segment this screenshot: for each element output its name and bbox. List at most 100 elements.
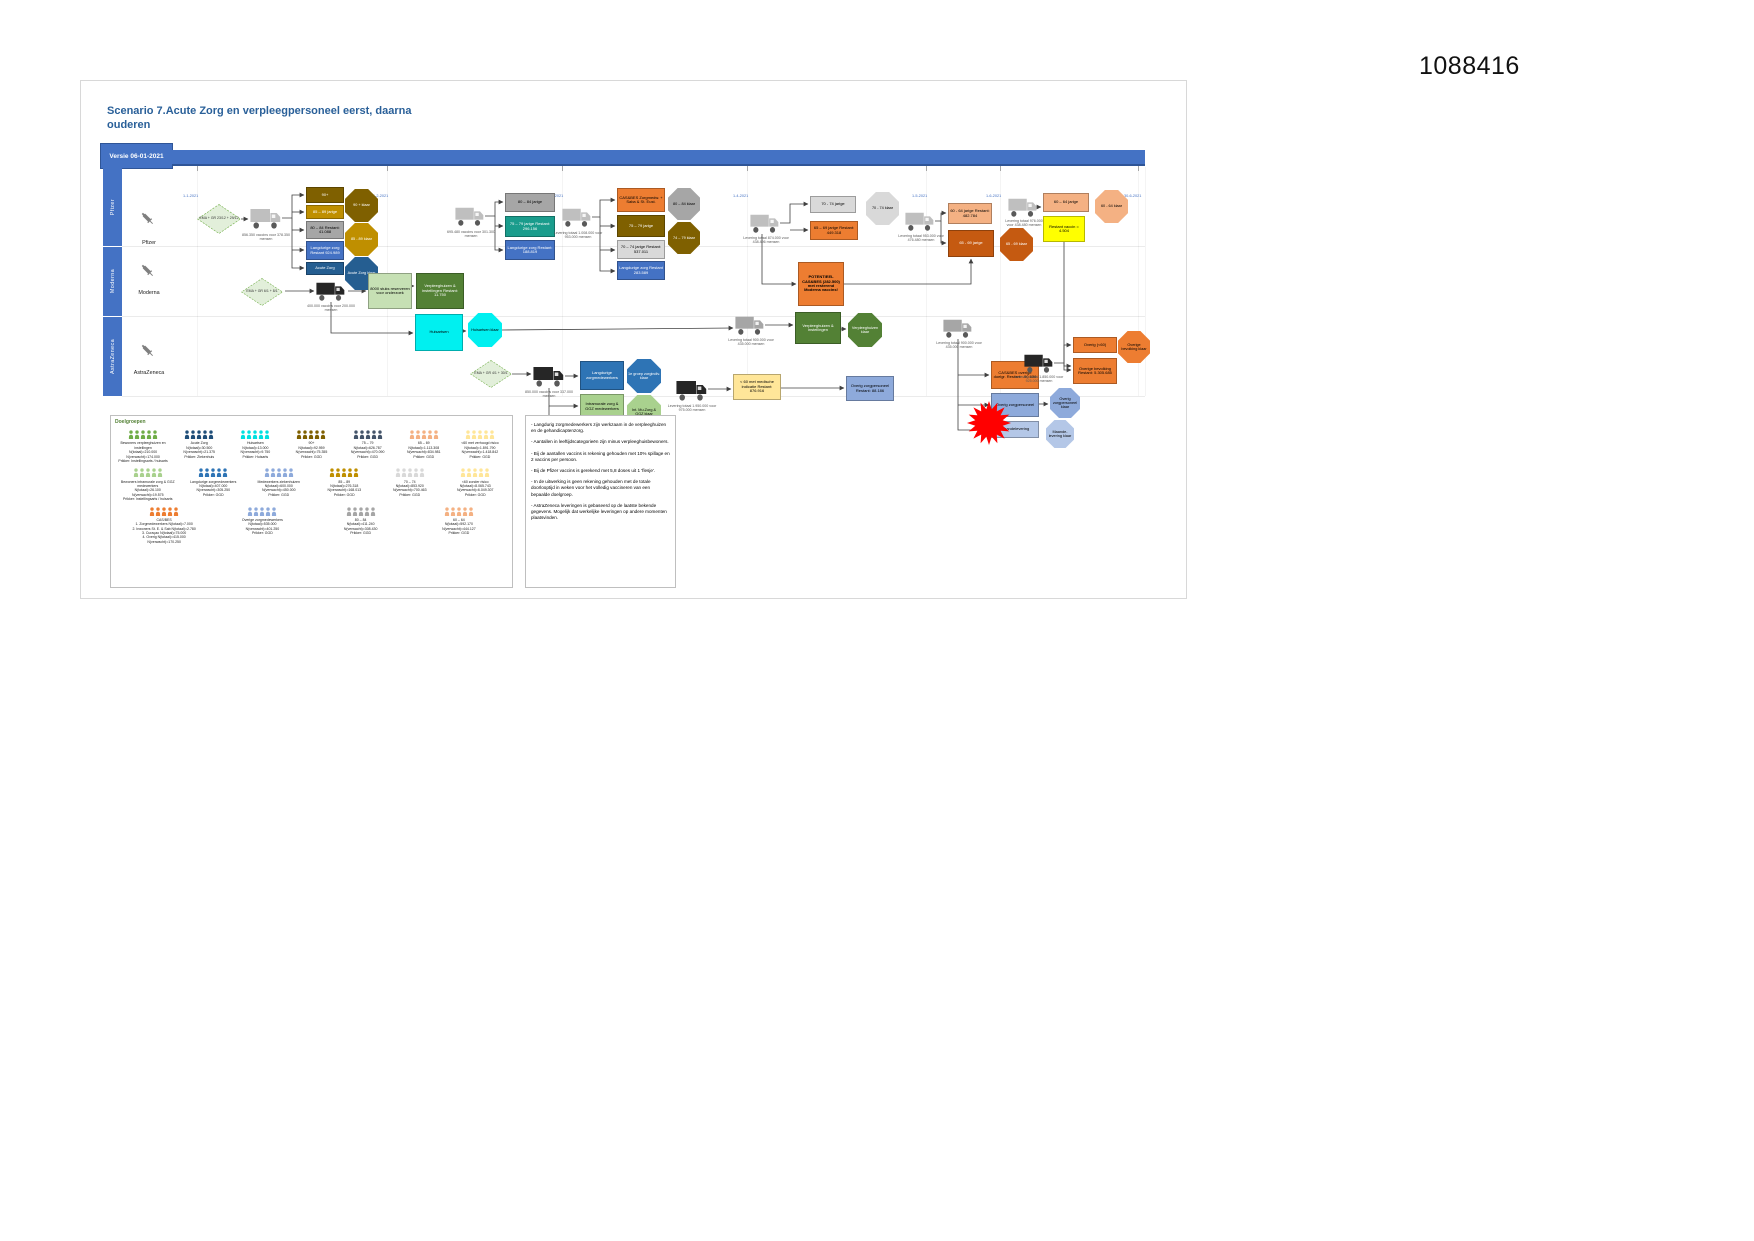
people-icon-wrap bbox=[117, 430, 169, 441]
truck-icon bbox=[905, 212, 934, 231]
legend-entry-text: 90+ N(totaal)=92.959 N(verwacht)=75.355 Pri… bbox=[295, 441, 328, 459]
pfizer-box-langdurige-zorg-2: Langdurige zorg Restant: 188.819 bbox=[505, 240, 555, 260]
pfizer-oct-60-64-klaar: 60 - 64 klaar bbox=[1095, 190, 1128, 223]
people-icon-wrap bbox=[445, 468, 507, 479]
pfizer-oct-85-89-klaar: 85 - 89 klaar bbox=[345, 223, 378, 256]
legend-entry: Overige zorgmedewerkers N(totaal)=535.000… bbox=[213, 506, 311, 536]
pfizer-box-90plus: 90+ bbox=[306, 187, 344, 203]
legend-entry: 90+ N(totaal)=92.959 N(verwacht)=75.355 Pri… bbox=[283, 430, 339, 459]
lane-label: Pfizer bbox=[109, 198, 116, 216]
syringe-icon-wrap bbox=[139, 210, 157, 228]
timeline-tick bbox=[387, 166, 388, 171]
legend-entry-text: Overige zorgmedewerkers N(totaal)=535.000… bbox=[241, 517, 283, 535]
lane-divider bbox=[122, 316, 1145, 317]
legend-doelgroepen: Doelgroepen Bewoners verpleeghuizen en i… bbox=[110, 415, 513, 588]
lane-label: Moderna bbox=[109, 269, 116, 294]
moderna-truck-2 bbox=[735, 314, 765, 336]
moderna-box-verpleeghuizen-2: Verpleeghuizen & instellingen bbox=[795, 312, 841, 344]
people-icon-wrap bbox=[314, 506, 408, 518]
syringe-icon bbox=[141, 264, 153, 276]
legend-entry-text: CAS/BES 1. Zorgmedewerkers N(totaal)=7.00… bbox=[132, 517, 196, 544]
pfizer-box-65-69-jarige: 65 - 69 jarige bbox=[948, 230, 994, 257]
people-icon bbox=[330, 468, 359, 478]
legend-entry: 70 – 74 N(totaal)=853.920 N(verwacht)=700.… bbox=[377, 468, 443, 497]
people-icon-wrap bbox=[412, 506, 506, 518]
pfizer-ema-gr-diamond-text: EMA + GR 23/12 + 29/12 bbox=[199, 216, 239, 221]
moderna-box-8000-stuks: 8000 stuks reserveren voor onderzoek bbox=[368, 273, 412, 309]
moderna-truck-3-label: Levering totaal 900.000 voor 435.000 men… bbox=[936, 341, 982, 350]
legend-entry: <60 zonder risico N(totaal)=8.065.743 N(ve… bbox=[443, 468, 509, 497]
az-truck-3 bbox=[1024, 352, 1054, 374]
legend-entry-text: 60 – 64 N(totaal)=592.170 N(verwacht)=444.… bbox=[442, 517, 476, 535]
truck-icon bbox=[455, 207, 484, 226]
pfizer-oct-80-84-klaar: 80 – 84 klaar bbox=[668, 188, 700, 220]
moderna-box-huisartsen: Huisartsen bbox=[415, 314, 463, 351]
people-icon-wrap bbox=[398, 430, 450, 441]
page-title: Scenario 7.Acute Zorg en verpleegpersone… bbox=[107, 105, 412, 131]
legend-entry-text: Huisartsen N(totaal)=13.000 N(verwacht)=9.… bbox=[240, 441, 271, 459]
truck-icon bbox=[676, 381, 707, 401]
az-oct-maandelevering-klaar: Maande­levering klaar bbox=[1046, 420, 1074, 448]
timeline-date: 1-6-2021 bbox=[986, 194, 1002, 198]
date-gridline bbox=[562, 167, 563, 396]
note-item: - Aantallen in leeftijdscategorieën zijn… bbox=[531, 439, 669, 445]
lane-bar-astrazeneca: AstraZeneca bbox=[103, 317, 122, 396]
people-icon bbox=[461, 468, 490, 478]
notes-box: - Langdurig zorgmedewerkers zijn werkzaa… bbox=[525, 415, 676, 588]
moderna-box-verpleeghuizen-restant: Verpleeghuizen & instellingen Restant: 1… bbox=[416, 273, 464, 309]
az-oct-1e-groep-klaar: 1e groep zorgindiv. klaar bbox=[627, 359, 661, 393]
az-box-overig-lt60: Overig (<60) bbox=[1073, 337, 1117, 353]
legend-row-1: Bewoners verpleeghuizen en instellingen N… bbox=[115, 430, 508, 463]
people-icon bbox=[465, 430, 495, 439]
people-icon bbox=[133, 468, 162, 478]
pfizer-oct-65-69-klaar: 65 - 69 klaar bbox=[1000, 228, 1033, 261]
people-icon bbox=[444, 506, 473, 516]
legend-entry-text: Acute Zorg N(totaal)=30.500 N(verwacht)=21… bbox=[183, 441, 216, 459]
pfizer-oct-74-79-klaar: 74 – 79 klaar bbox=[668, 222, 700, 254]
people-icon bbox=[248, 506, 277, 516]
truck-icon bbox=[250, 209, 281, 229]
legend-entry-text: Langdurige zorgmedewerkers N(totaal)=407.… bbox=[190, 479, 237, 497]
pfizer-box-acute-zorg: Acute Zorg bbox=[306, 262, 344, 275]
pfizer-truck-6-label: Levering totaal 976.000 voor 438.480 men… bbox=[1005, 219, 1043, 228]
document-number: 1088416 bbox=[1419, 52, 1520, 80]
legend-entry: Bewoners verpleeghuizen en instellingen N… bbox=[115, 430, 171, 463]
pfizer-truck-3-label: Levering totaal 1.008.000 voor 953.000 m… bbox=[553, 231, 603, 240]
legend-row-3: CAS/BES 1. Zorgmedewerkers N(totaal)=7.00… bbox=[115, 506, 508, 545]
legend-entry: 85 – 89 N(totaal)=276.318 N(verwacht)=168.… bbox=[312, 468, 378, 497]
date-gridline bbox=[197, 167, 198, 396]
syringe-icon-wrap bbox=[139, 342, 157, 360]
pfizer-oct-90plus-klaar: 90 + klaar bbox=[345, 189, 378, 222]
truck-icon bbox=[533, 367, 564, 387]
pfizer-truck-2 bbox=[455, 205, 485, 227]
pfizer-oct-70-74-klaar: 70 - 74 klaar bbox=[866, 192, 899, 225]
moderna-truck-3 bbox=[943, 317, 973, 339]
truck-icon bbox=[562, 208, 591, 227]
people-icon bbox=[128, 430, 158, 439]
lane-bar-moderna: Moderna bbox=[103, 247, 122, 316]
people-icon-wrap bbox=[117, 468, 179, 479]
pfizer-box-85-89-jarige: 85 – 89 jarige bbox=[306, 205, 344, 219]
legend-entry: <60 met verhoogd risico N(totaal)=1.891.7… bbox=[452, 430, 508, 459]
date-gridline bbox=[926, 167, 927, 396]
legend-entry: 80 – 84 N(totaal)=411.240 N(verwacht)=308.… bbox=[312, 506, 410, 536]
people-icon bbox=[395, 468, 424, 478]
syringe-icon bbox=[141, 212, 153, 224]
legend-entry-text: 65 – 69 N(totaal)=1.113.308 N(verwacht)=83… bbox=[406, 441, 441, 459]
timeline-tick bbox=[747, 166, 748, 171]
date-gridline bbox=[1000, 167, 1001, 396]
timeline-tick bbox=[197, 166, 198, 171]
pfizer-truck-2-label: 695.480 vaccins voor 301.300 mensen bbox=[447, 230, 495, 239]
truck-icon bbox=[316, 282, 345, 301]
legend-entry-text: <60 met verhoogd risico N(totaal)=1.891.7… bbox=[461, 441, 499, 459]
lane-label: AstraZeneca bbox=[109, 339, 116, 374]
moderna-truck-1-label: 400.000 vaccins voor 200.000 mensen bbox=[307, 304, 355, 313]
pfizer-box-65-69-restant: 65 – 69 jarige Restant: 449.318 bbox=[810, 221, 858, 240]
potentieel-casbes-box: POTENTIEEL CAS&BES (282.500) met restere… bbox=[798, 262, 844, 306]
people-icon bbox=[297, 430, 326, 439]
diamond-shape bbox=[196, 204, 242, 234]
pfizer-truck-3 bbox=[562, 206, 592, 228]
syringe-icon-wrap bbox=[139, 262, 157, 280]
truck-icon bbox=[943, 319, 972, 338]
moderna-oct-huisartsen-klaar: Huisartsen klaar bbox=[468, 313, 502, 347]
